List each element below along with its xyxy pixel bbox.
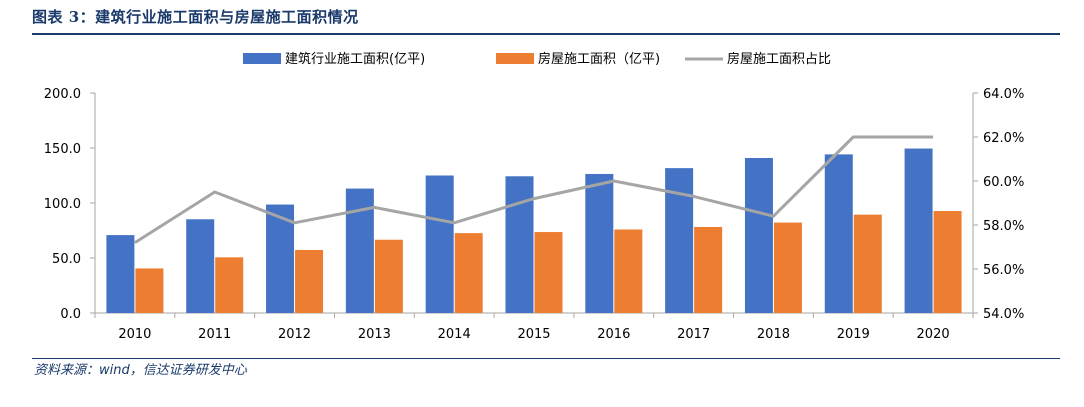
bar-building-area-2019: [853, 214, 882, 313]
x-tick-label-2018: 2018: [757, 327, 790, 342]
figure-title-bar: 图表 3：建筑行业施工面积与房屋施工面积情况: [32, 6, 1060, 35]
chart-legend: 建筑行业施工面积(亿平) 房屋施工面积（亿平) 房屋施工面积占比: [243, 51, 831, 67]
legend-construction-area: 建筑行业施工面积(亿平): [243, 51, 425, 67]
legend-building-share: 房屋施工面积占比: [685, 51, 831, 67]
x-tick-label-2016: 2016: [597, 327, 630, 342]
x-tick-label-2020: 2020: [917, 327, 950, 342]
x-tick-label-2010: 2010: [118, 327, 151, 342]
bar-construction-area-2017: [665, 168, 694, 313]
bar-building-area-2016: [614, 229, 643, 313]
bar-construction-area-2015: [505, 176, 534, 313]
bar-construction-area-2018: [744, 158, 773, 313]
legend-construction-area-label: 建筑行业施工面积(亿平): [285, 51, 425, 67]
legend-construction-area-swatch: [243, 53, 281, 64]
source-note: 资料来源：wind，信达证券研发中心: [34, 363, 247, 378]
y-right-tick-label: 60.0%: [983, 175, 1024, 190]
legend-building-area-label: 房屋施工面积（亿平): [538, 51, 660, 67]
bar-building-area-2013: [374, 239, 403, 313]
x-tick-label-2014: 2014: [438, 327, 471, 342]
bar-construction-area-2011: [186, 219, 215, 313]
bar-building-area-2020: [933, 211, 962, 313]
y-right-tick-label: 62.0%: [983, 131, 1024, 146]
bar-construction-area-2016: [585, 173, 614, 313]
bar-building-area-2012: [295, 249, 324, 313]
y-left-tick-label: 50.0: [52, 252, 81, 267]
bar-series: [106, 148, 962, 313]
bar-construction-area-2019: [824, 154, 853, 313]
y-right-tick-label: 58.0%: [983, 219, 1024, 234]
y-left-tick-label: 0.0: [60, 307, 81, 322]
combo-chart: 建筑行业施工面积(亿平) 房屋施工面积（亿平) 房屋施工面积占比 0.0 50.0 10…: [44, 51, 1025, 342]
x-tick-label-2017: 2017: [677, 327, 710, 342]
chart-axes: 0.0 50.0 100.0 150.0 200.0 54.0% 56.0% 58.0% 60.…: [44, 87, 1025, 322]
bar-construction-area-2020: [904, 148, 933, 313]
y-right-tick-label: 64.0%: [983, 87, 1024, 102]
bar-construction-area-2014: [425, 175, 454, 313]
line-building-share: [134, 135, 934, 244]
bar-building-area-2017: [694, 226, 723, 313]
x-tick-label-2013: 2013: [358, 327, 391, 342]
bar-building-area-2018: [773, 222, 802, 313]
x-axis-labels: 2010 2011 2012 2013 2014 2015 2016 2017 2018 2019…: [118, 327, 949, 342]
legend-building-area: 房屋施工面积（亿平): [496, 51, 660, 67]
bar-construction-area-2010: [106, 235, 135, 313]
y-left-tick-label: 100.0: [44, 197, 81, 212]
line-series: [134, 135, 934, 244]
x-tick-label-2015: 2015: [517, 327, 550, 342]
source-divider: [32, 358, 1060, 359]
x-tick-label-2019: 2019: [837, 327, 870, 342]
bar-building-area-2014: [454, 233, 483, 313]
bar-building-area-2010: [135, 268, 164, 313]
bar-construction-area-2012: [266, 204, 295, 313]
y-right-tick-label: 54.0%: [983, 307, 1024, 322]
y-left-tick-label: 150.0: [44, 142, 81, 157]
x-tick-label-2011: 2011: [198, 327, 231, 342]
legend-building-area-swatch: [496, 53, 534, 64]
bar-building-area-2011: [215, 257, 244, 313]
figure-title: 图表 3：建筑行业施工面积与房屋施工面积情况: [32, 8, 359, 26]
y-left-tick-label: 200.0: [44, 87, 81, 102]
title-divider: [32, 33, 1060, 35]
legend-building-share-label: 房屋施工面积占比: [727, 51, 831, 67]
y-right-tick-label: 56.0%: [983, 263, 1024, 278]
bar-building-area-2015: [534, 232, 563, 313]
chart-container: 建筑行业施工面积(亿平) 房屋施工面积（亿平) 房屋施工面积占比 0.0 50.0 10…: [0, 38, 1084, 353]
x-tick-label-2012: 2012: [278, 327, 311, 342]
